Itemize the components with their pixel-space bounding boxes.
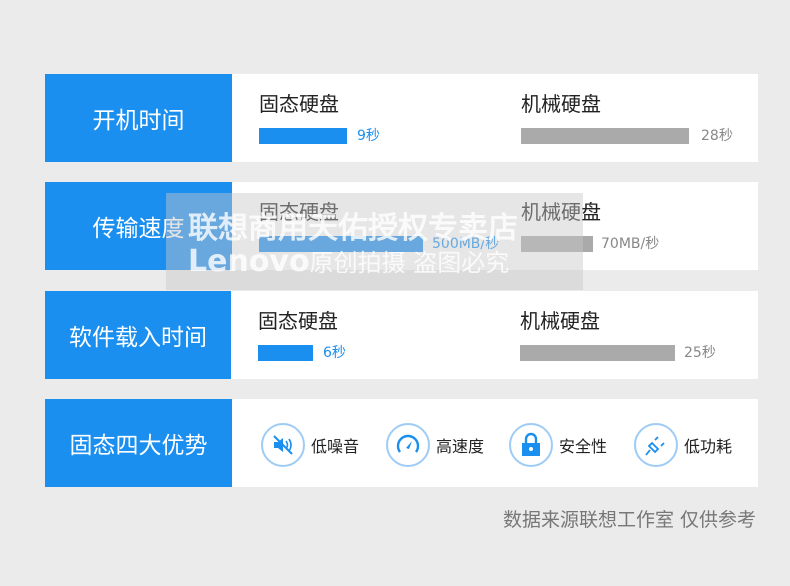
ssd-bar (258, 345, 313, 361)
hdd-value: 28秒 (701, 128, 733, 144)
feature-low-power: 低功耗 (634, 423, 732, 467)
feature-label: 低噪音 (311, 437, 360, 456)
ssd-value: 9秒 (357, 128, 380, 144)
hdd-bar (521, 236, 593, 252)
row-label: 软件载入时间 (45, 291, 231, 379)
row-boot-time: 开机时间 固态硬盘 9秒 机械硬盘 28秒 (45, 74, 758, 162)
row-label: 固态四大优势 (45, 399, 232, 487)
hdd-bar (521, 128, 689, 144)
hdd-name: 机械硬盘 (521, 200, 601, 224)
row-transfer-speed: 传输速度 固态硬盘 500MB/秒 机械硬盘 70MB/秒 (45, 182, 758, 270)
ssd-name: 固态硬盘 (259, 92, 339, 116)
footer-note: 数据来源联想工作室 仅供参考 (502, 509, 756, 531)
plug-icon (634, 423, 678, 467)
hdd-value: 70MB/秒 (601, 236, 660, 252)
row-label: 传输速度 (45, 182, 232, 270)
feature-security: 安全性 (509, 423, 607, 467)
hdd-name: 机械硬盘 (521, 92, 601, 116)
ssd-value: 500MB/秒 (432, 236, 500, 252)
feature-label: 安全性 (559, 437, 608, 456)
feature-low-noise: 低噪音 (261, 423, 359, 467)
speedometer-icon (386, 423, 430, 467)
feature-label: 高速度 (436, 437, 485, 456)
row-label: 开机时间 (45, 74, 232, 162)
ssd-name: 固态硬盘 (259, 200, 339, 224)
feature-label: 低功耗 (684, 437, 733, 456)
ssd-bar (259, 236, 423, 252)
mute-icon (261, 423, 305, 467)
row-advantages: 固态四大优势 低噪音 高速度 安全性 低功耗 (45, 399, 758, 487)
ssd-value: 6秒 (323, 345, 346, 361)
feature-high-speed: 高速度 (386, 423, 484, 467)
hdd-value: 25秒 (684, 345, 716, 361)
row-software-load-time: 软件载入时间 固态硬盘 6秒 机械硬盘 25秒 (45, 291, 758, 379)
ssd-name: 固态硬盘 (258, 309, 338, 333)
hdd-name: 机械硬盘 (520, 309, 600, 333)
lock-icon (509, 423, 553, 467)
ssd-bar (259, 128, 347, 144)
hdd-bar (520, 345, 675, 361)
